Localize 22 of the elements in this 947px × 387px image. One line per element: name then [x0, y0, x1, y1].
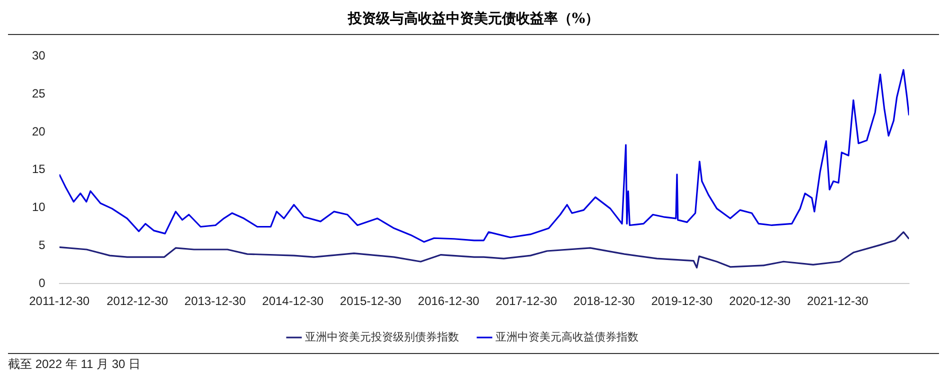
legend-label: 亚洲中资美元高收益债券指数	[496, 330, 638, 344]
y-tick-label: 25	[32, 86, 46, 100]
y-tick-label: 15	[32, 162, 46, 176]
y-tick-label: 10	[32, 200, 46, 214]
x-tick-label: 2015-12-30	[340, 294, 402, 308]
y-tick-label: 0	[38, 276, 46, 290]
legend-label: 亚洲中资美元投资级别债券指数	[305, 330, 459, 344]
text: 截至 2022 年 11 月 30 日	[8, 356, 939, 373]
y-tick-label: 5	[38, 238, 46, 252]
y-tick-label: 20	[32, 124, 46, 138]
x-tick-label: 2021-12-30	[806, 294, 869, 308]
x-tick-label: 2020-12-30	[729, 294, 791, 308]
x-tick-label: 2012-12-30	[106, 294, 168, 308]
x-tick-label: 2019-12-30	[651, 294, 713, 308]
x-tick-label: 2011-12-30	[29, 294, 90, 308]
y-tick-label: 30	[32, 48, 46, 63]
x-tick-label: 2016-12-30	[418, 294, 480, 308]
chart-title: 投资级与高收益中资美元债收益率（%）	[8, 8, 939, 35]
x-tick-label: 2013-12-30	[184, 294, 246, 308]
x-tick-label: 2014-12-30	[262, 294, 324, 308]
x-tick-label: 2017-12-30	[496, 294, 558, 308]
x-tick-label: 2018-12-30	[573, 294, 636, 308]
